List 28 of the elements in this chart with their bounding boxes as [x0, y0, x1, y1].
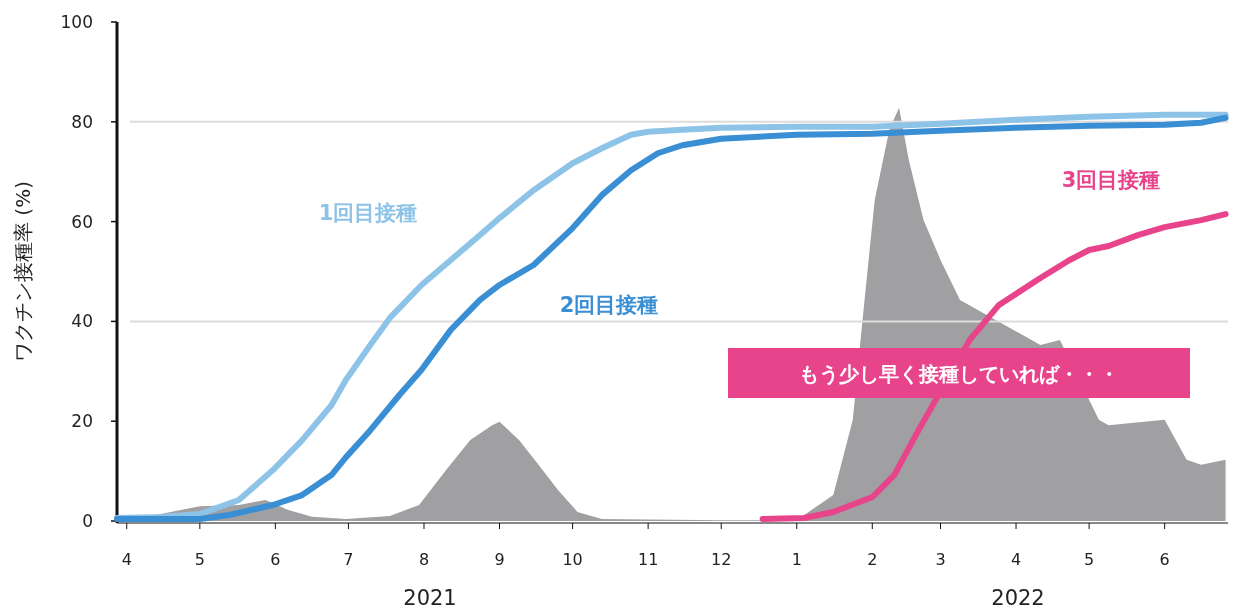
y-tick-label: 80 [71, 111, 93, 132]
x-tick-label: 1 [791, 550, 802, 569]
x-tick-label: 12 [711, 550, 732, 569]
y-tick-label: 0 [82, 511, 93, 531]
x-tick-label: 4 [121, 550, 132, 569]
x-tick-label: 6 [1159, 550, 1170, 569]
x-tick-label: 11 [637, 550, 659, 569]
x-tick-label: 3 [935, 550, 946, 569]
x-tick-label: 5 [194, 550, 205, 569]
text: 2021 [403, 586, 457, 610]
y-tick-label: 100 [60, 12, 93, 32]
series-label: 3回目接種 [1061, 168, 1161, 193]
text: 1回目接種 [318, 200, 418, 225]
x-tick-label: 2 [867, 550, 878, 569]
x-tick-label: 10 [562, 550, 583, 569]
x-tick-label: 7 [343, 550, 354, 569]
x-tick-label: 4 [1010, 550, 1022, 569]
x-tick-label: 8 [418, 550, 430, 569]
x-tick-label: 5 [1084, 550, 1095, 569]
y-tick-label: 40 [71, 311, 93, 332]
annotation: もう少し早く接種していれば・・・ [799, 362, 1119, 386]
y-tick-label: 60 [71, 211, 93, 232]
x-tick-label: 9 [494, 550, 505, 569]
x-tick-label: 6 [270, 550, 281, 569]
series-label: 2回目接種 [559, 292, 659, 317]
y-tick-label: 20 [71, 411, 93, 432]
text: 2022 [991, 586, 1045, 610]
y-axis-title: ワクチン接種率 (%) [11, 181, 35, 362]
